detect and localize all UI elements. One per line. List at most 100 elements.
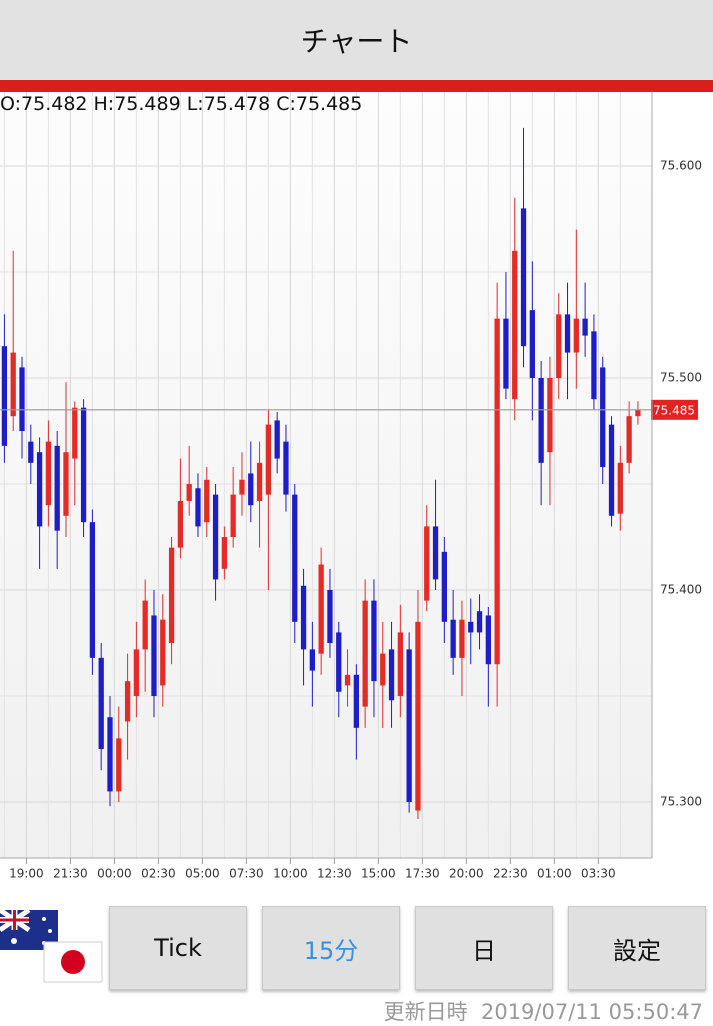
ohlc-value: 75.485 [296, 93, 362, 115]
candle-body [591, 331, 597, 400]
toolbar-button[interactable]: 設定 [568, 906, 706, 990]
candle-body [195, 488, 201, 527]
candle-body [98, 657, 104, 750]
candle-body [116, 738, 122, 792]
candle-body [28, 441, 34, 463]
candle-body [336, 632, 342, 692]
candle-body [600, 367, 606, 468]
x-tick-label: 19:00 [9, 867, 44, 881]
ohlc-key: C: [276, 93, 296, 115]
candle-body [107, 717, 113, 792]
toolbar-button[interactable]: Tick [109, 906, 247, 990]
candle-body [151, 615, 157, 697]
candle-body [441, 551, 447, 622]
candle-body [538, 378, 544, 463]
ohlc-value: 75.482 [21, 93, 87, 115]
candle-body [380, 653, 386, 686]
candle-body [265, 424, 272, 495]
candle-body [19, 367, 25, 432]
candle-body [547, 378, 553, 453]
candle-body [239, 479, 245, 495]
header-stripe [0, 80, 713, 92]
toolbar-button[interactable]: 15分 [262, 906, 400, 990]
y-tick-label: 75.400 [660, 583, 702, 597]
ohlc-key: H: [94, 93, 115, 115]
x-tick-label: 00:00 [97, 867, 132, 881]
toolbar-button[interactable]: 日 [415, 906, 553, 990]
header-title: チャート [300, 25, 413, 58]
x-tick-label: 03:30 [581, 867, 616, 881]
candle-body [283, 441, 289, 495]
candle-body [459, 619, 465, 658]
candle-body [371, 600, 377, 682]
update-timestamp: 2019/07/11 05:50:47 [480, 1000, 703, 1024]
candle-body [221, 537, 228, 569]
candle-body [292, 494, 298, 622]
candle-body [582, 318, 588, 336]
candle-body [160, 619, 166, 686]
x-tick-label: 10:00 [273, 867, 308, 881]
candle-body [626, 416, 632, 463]
candle-body [494, 318, 500, 665]
ohlc-key: L: [187, 93, 204, 115]
x-tick-label: 15:00 [361, 867, 396, 881]
candle-body [142, 600, 148, 650]
candle-body [520, 208, 527, 347]
x-tick-label: 21:30 [53, 867, 88, 881]
currency-flags [0, 907, 103, 983]
candle-body [124, 681, 131, 722]
candle-body [318, 564, 324, 654]
candle-body [476, 611, 483, 633]
candle-body [556, 314, 562, 379]
candle-body [72, 407, 78, 459]
candle-body [327, 590, 333, 644]
candle-body [1, 346, 8, 446]
candle-body [635, 409, 641, 417]
candle-body [256, 462, 263, 501]
current-price-label: 75.485 [653, 403, 695, 417]
y-tick-label: 75.300 [660, 795, 702, 809]
x-tick-label: 07:30 [229, 867, 264, 881]
x-tick-label: 01:00 [537, 867, 572, 881]
ohlc-value: 75.489 [114, 93, 180, 115]
candle-body [362, 600, 368, 707]
candle-body [133, 649, 140, 697]
x-tick-label: 02:30 [141, 867, 176, 881]
candle-body [512, 250, 518, 400]
candle-body [406, 649, 412, 803]
candle-body [415, 621, 421, 811]
candle-body [274, 420, 280, 459]
x-tick-label: 20:00 [449, 867, 484, 881]
candle-body [168, 547, 175, 644]
candle-body [80, 407, 87, 523]
candle-body [54, 445, 60, 531]
candle-body [468, 621, 474, 633]
candle-body [485, 615, 491, 665]
candle-body [529, 310, 535, 379]
candle-body [573, 318, 579, 353]
candle-body [10, 352, 16, 417]
candle-body [177, 500, 184, 548]
candle-body [89, 522, 96, 658]
candle-body [424, 526, 430, 601]
candle-body [248, 473, 254, 506]
y-tick-label: 75.600 [660, 158, 702, 172]
x-tick-label: 12:30 [317, 867, 352, 881]
current-price-box [651, 399, 698, 420]
candle-body [397, 632, 403, 697]
candle-body [186, 484, 192, 501]
update-label: 更新日時 [383, 1000, 468, 1024]
x-tick-label: 22:30 [493, 867, 528, 881]
candle-body [617, 462, 623, 514]
candle-body [564, 314, 571, 353]
candle-body [344, 674, 351, 686]
candle-body [450, 619, 456, 658]
candle-body [63, 452, 69, 516]
candle-body [388, 649, 395, 701]
candle-body [45, 441, 52, 506]
candle-body [353, 674, 359, 728]
x-tick-label: 05:00 [185, 867, 220, 881]
ohlc-key: O: [0, 93, 21, 115]
candle-body [36, 452, 43, 527]
